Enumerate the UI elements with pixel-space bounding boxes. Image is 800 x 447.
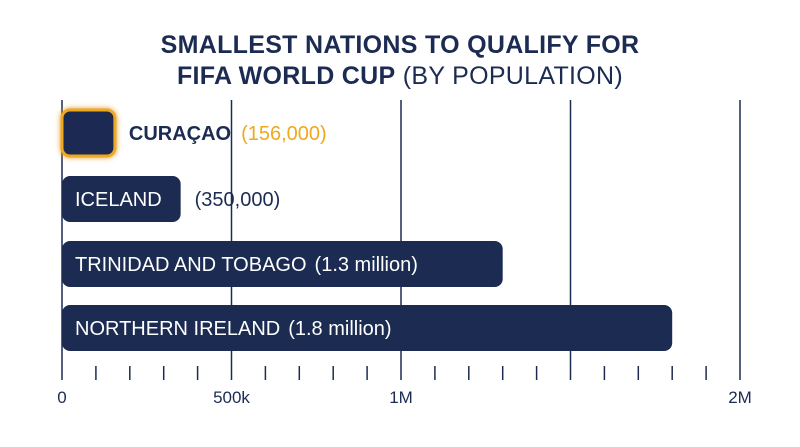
- chart-title-line-2: FIFA WORLD CUP (BY POPULATION): [0, 61, 800, 92]
- chart-title-line-2-bold: FIFA WORLD CUP: [176, 62, 396, 90]
- bar-3: [62, 305, 673, 351]
- value-label-1: (350,000): [195, 189, 281, 211]
- tick-label-0: 0: [57, 388, 66, 407]
- chart-title: SMALLEST NATIONS TO QUALIFY FOR FIFA WOR…: [0, 30, 800, 92]
- bar-label-3: NORTHERN IRELAND: [75, 318, 280, 340]
- chart-title-line-1: SMALLEST NATIONS TO QUALIFY FOR: [160, 31, 640, 59]
- bar-label-1: ICELAND: [75, 189, 162, 211]
- x-axis: 0 500k 1M 2M: [57, 366, 752, 407]
- bar-label-2: TRINIDAD AND TOBAGO: [75, 254, 307, 276]
- value-label-3: (1.8 million): [288, 318, 391, 340]
- bar-2: [62, 241, 503, 287]
- chart-title-line-2-light: (BY POPULATION): [402, 62, 624, 90]
- tick-label-1: 500k: [213, 388, 250, 407]
- bar-label-0: CURAÇAO: [129, 123, 231, 145]
- bars: CURAÇAO (156,000) ICELAND (350,000) TRINIDAD…: [60, 108, 673, 351]
- tick-label-3: 2M: [728, 388, 752, 407]
- value-label-2: (1.3 million): [315, 254, 418, 276]
- value-label-0: (156,000): [241, 123, 327, 145]
- bar-1: [62, 176, 181, 222]
- tick-label-2: 1M: [389, 388, 413, 407]
- bar-0: [60, 108, 117, 158]
